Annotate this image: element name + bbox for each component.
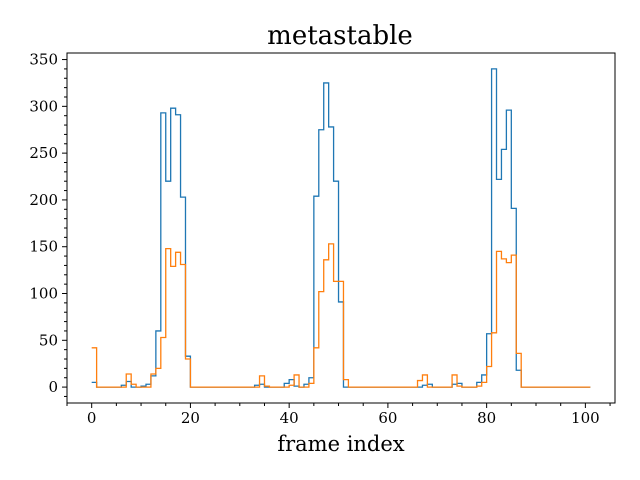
x-axis-label: frame index xyxy=(277,432,404,456)
plot-frame xyxy=(66,52,616,404)
y-tick-label: 50 xyxy=(39,331,58,349)
x-ticks: 0 20 40 60 80 100 xyxy=(66,403,611,427)
series-layer xyxy=(91,68,591,388)
y-ticks: 0 50 100 150 200 250 300 350 xyxy=(29,51,67,397)
y-tick-label: 0 xyxy=(48,378,58,396)
y-tick-label: 250 xyxy=(29,144,58,162)
series-2-line xyxy=(91,243,591,388)
x-tick-label: 40 xyxy=(280,409,299,427)
x-tick-label: 0 xyxy=(87,409,97,427)
x-tick-label: 60 xyxy=(378,409,397,427)
x-tick-label: 100 xyxy=(571,409,600,427)
y-tick-label: 300 xyxy=(29,97,58,115)
y-tick-label: 100 xyxy=(29,285,58,303)
y-tick-label: 200 xyxy=(29,191,58,209)
y-tick-label: 350 xyxy=(29,51,58,69)
x-tick-label: 20 xyxy=(181,409,200,427)
chart-title: metastable xyxy=(267,21,413,51)
x-tick-label: 80 xyxy=(477,409,496,427)
y-tick-label: 150 xyxy=(29,238,58,256)
series-1-line xyxy=(91,68,591,388)
